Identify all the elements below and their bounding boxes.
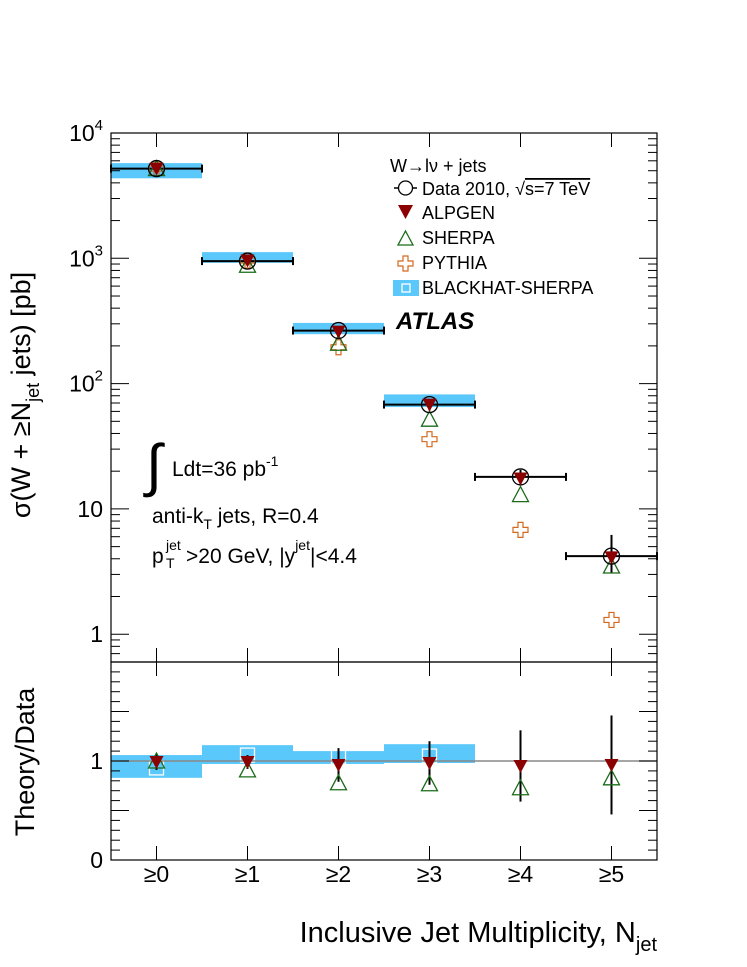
x-axis-label: Inclusive Jet Multiplicity, Njet: [300, 917, 658, 956]
sherpa-marker-4: [511, 485, 530, 503]
ratio-alpgen-marker-1: [240, 755, 255, 769]
ratio-y-axis-label: Theory/Data: [10, 687, 40, 837]
annotations: ∫ Ldt=36 pb-1 anti-kT jets, R=0.4 p jet T >…: [143, 433, 357, 571]
sherpa-marker-5: [602, 556, 621, 574]
jets-text: anti-kT jets, R=0.4: [152, 505, 319, 532]
legend-marker-alpgen: [398, 205, 413, 219]
x-tick-label: ≥3: [417, 861, 442, 887]
legend-label-sherpa: SHERPA: [422, 228, 495, 248]
alpgen-marker-0: [149, 162, 164, 176]
x-tick-label: ≥5: [599, 861, 624, 887]
x-tick-label: ≥4: [508, 861, 534, 887]
ratio-alpgen-marker-4: [513, 759, 528, 773]
sherpa-marker-1: [238, 255, 257, 273]
ratio-sherpa-marker-4: [511, 778, 530, 796]
ratio-sherpa-marker-5: [602, 768, 621, 786]
pythia-marker-3: [421, 431, 438, 448]
data-marker-0: [147, 159, 166, 178]
main-y-tick-label: 102: [69, 368, 103, 397]
alpgen-marker-5: [604, 551, 619, 565]
data-marker-3: [420, 395, 439, 414]
sherpa-marker-2: [329, 333, 348, 351]
cuts-text: p jet T >20 GeV, |yjet|<4.4: [152, 537, 357, 571]
y-label-sub: jet: [23, 383, 43, 403]
sherpa-marker-3: [420, 409, 439, 427]
legend: W→lν + jets Data 2010, √s=7 TeV ALPGEN S…: [390, 156, 593, 298]
alpgen-marker-3: [422, 398, 437, 412]
ratio-sherpa-marker-2: [329, 773, 348, 791]
main-y-tick-label: 10: [77, 496, 103, 522]
ratio-y-tick-label: 1: [90, 748, 103, 774]
integral-sign: ∫: [143, 433, 165, 498]
alpgen-marker-1: [240, 254, 255, 268]
data-marker-1: [238, 252, 257, 270]
main-y-tick-label: 1: [90, 621, 103, 647]
legend-header: W→lν + jets: [390, 156, 487, 176]
legend-label-pythia: PYTHIA: [422, 253, 487, 273]
legend-label-alpgen: ALPGEN: [422, 203, 495, 223]
atlas-label: ATLAS: [395, 308, 474, 335]
legend-marker-blackhat: [393, 280, 419, 296]
pythia-marker-5: [603, 611, 620, 629]
x-tick-label: ≥1: [235, 861, 260, 887]
ratio-alpgen-marker-5: [604, 758, 619, 772]
legend-marker-sherpa: [396, 229, 415, 246]
band-ratio-1: [202, 745, 293, 764]
main-y-tick-label: 104: [69, 117, 103, 146]
lumi-text: Ldt=36 pb-1: [172, 453, 279, 481]
pythia-marker-2: [330, 339, 347, 356]
legend-label-data: Data 2010, √s=7 TeV: [422, 179, 590, 199]
main-y-axis-label: σ(W + ≥Njet jets) [pb]: [6, 272, 43, 518]
ratio-alpgen-marker-0: [149, 755, 164, 769]
ratio-sherpa-marker-3: [420, 774, 439, 792]
ratio-y-tick-label: 0: [90, 847, 103, 873]
legend-marker-data: [394, 180, 417, 196]
legend-marker-pythia: [397, 255, 414, 272]
alpgen-marker-4: [513, 472, 528, 486]
pythia-marker-4: [512, 521, 529, 538]
ratio-alpgen-marker-2: [331, 758, 346, 772]
x-tick-label: ≥0: [144, 861, 169, 887]
x-tick-label: ≥2: [326, 861, 351, 887]
ratio-sherpa-marker-1: [238, 760, 257, 778]
legend-label-blackhat: BLACKHAT-SHERPA: [422, 278, 593, 298]
alpgen-marker-2: [331, 325, 346, 339]
main-y-tick-label: 103: [69, 242, 103, 271]
ratio-alpgen-marker-3: [422, 756, 437, 770]
